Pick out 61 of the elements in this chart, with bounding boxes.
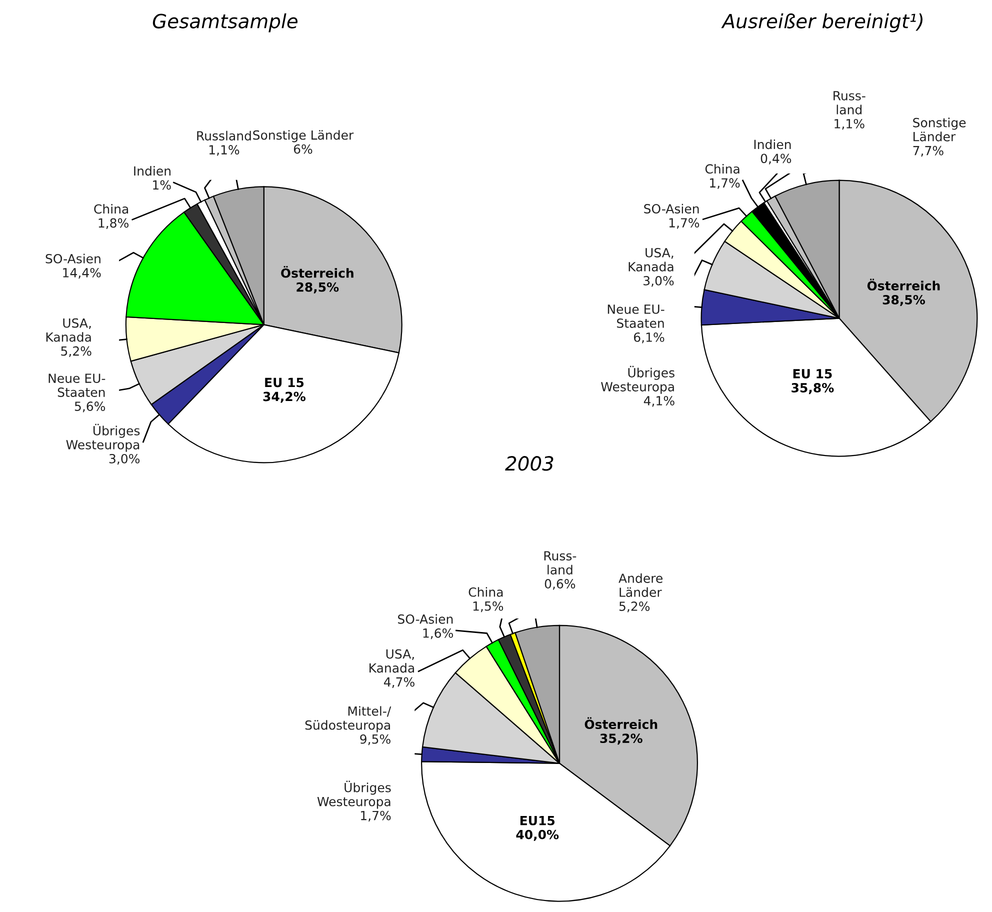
data-label: 28,5% (296, 282, 339, 294)
data-label: 4,7% (384, 677, 414, 688)
slice-label: USA, Kanada (628, 248, 674, 272)
data-label: 40,0% (516, 830, 559, 841)
data-label: 5,2% (619, 602, 650, 612)
slice-label: EU 15 (265, 378, 304, 388)
slice-label: Indien (134, 166, 170, 176)
slice-label: Sonstige Länder (913, 118, 966, 142)
slice-label: Österreich (584, 717, 658, 730)
slice-label: Übriges Westeuropa (317, 780, 391, 809)
data-label: 6% (294, 144, 312, 154)
slice-label: Österreich (867, 278, 940, 290)
slice-label: Übriges Westeuropa (601, 366, 674, 394)
data-label: 3,0% (109, 454, 140, 465)
slice-label: Übriges Westeuropa (66, 424, 140, 452)
slice-label: Indien (754, 139, 791, 150)
slice-label: SO-Asien (398, 614, 453, 624)
data-label: 0,6% (544, 579, 576, 590)
data-label: 5,6% (74, 402, 106, 412)
chart-title: Gesamtsample (152, 13, 298, 32)
chart-title: 2003 (505, 456, 554, 471)
data-label: 1,1% (209, 145, 240, 156)
data-label: 1,5% (473, 601, 504, 612)
data-label: 7,7% (913, 146, 944, 157)
data-label: 34,2% (263, 392, 306, 403)
slice-label: Russ- land (834, 91, 866, 114)
data-label: 3,0% (644, 276, 674, 287)
slice-label: EU15 (520, 816, 555, 826)
chart-title: Ausreißer bereinigt¹) (721, 13, 922, 32)
slice-label: USA, Kanada (46, 318, 91, 342)
slice-label: Mittel-/ Südosteuropa (305, 706, 392, 732)
slice-label: Neue EU- Staaten (48, 374, 106, 397)
data-label: 0,4% (760, 154, 792, 164)
data-label: 9,5% (360, 734, 390, 746)
slice-label: Neue EU- Staaten (608, 304, 664, 328)
data-label: 35,8% (792, 383, 834, 394)
slice-label: SO-Asien (46, 254, 100, 264)
slice-label: USA, Kanada (370, 649, 414, 673)
slice-label: Russland (197, 130, 251, 141)
data-label: 35,2% (600, 734, 642, 745)
data-label: 14,4% (63, 268, 101, 279)
slice-label: Sonstige Länder (253, 130, 354, 142)
data-label: 1,7% (710, 178, 740, 189)
data-label: 1,7% (669, 218, 700, 229)
slice-label: SO-Asien (644, 204, 699, 214)
data-label: 6,1% (634, 332, 664, 344)
slice-label: Andere Länder (618, 573, 662, 597)
slice-label: Österreich (281, 266, 354, 278)
slice-label: EU 15 (793, 369, 832, 378)
slice-label: Russ- land (544, 551, 576, 575)
data-label: 1,7% (361, 810, 391, 822)
slice-label: China (468, 587, 503, 597)
slice-label: China (94, 204, 128, 214)
data-label: 1,1% (834, 118, 864, 130)
data-label: 38,5% (882, 295, 926, 306)
slice-label: China (705, 164, 740, 174)
data-label: 1,6% (423, 628, 453, 640)
data-label: 4,1% (644, 396, 674, 407)
data-label: 1% (153, 180, 171, 190)
data-label: 5,2% (61, 346, 92, 358)
data-label: 1,8% (98, 218, 128, 229)
